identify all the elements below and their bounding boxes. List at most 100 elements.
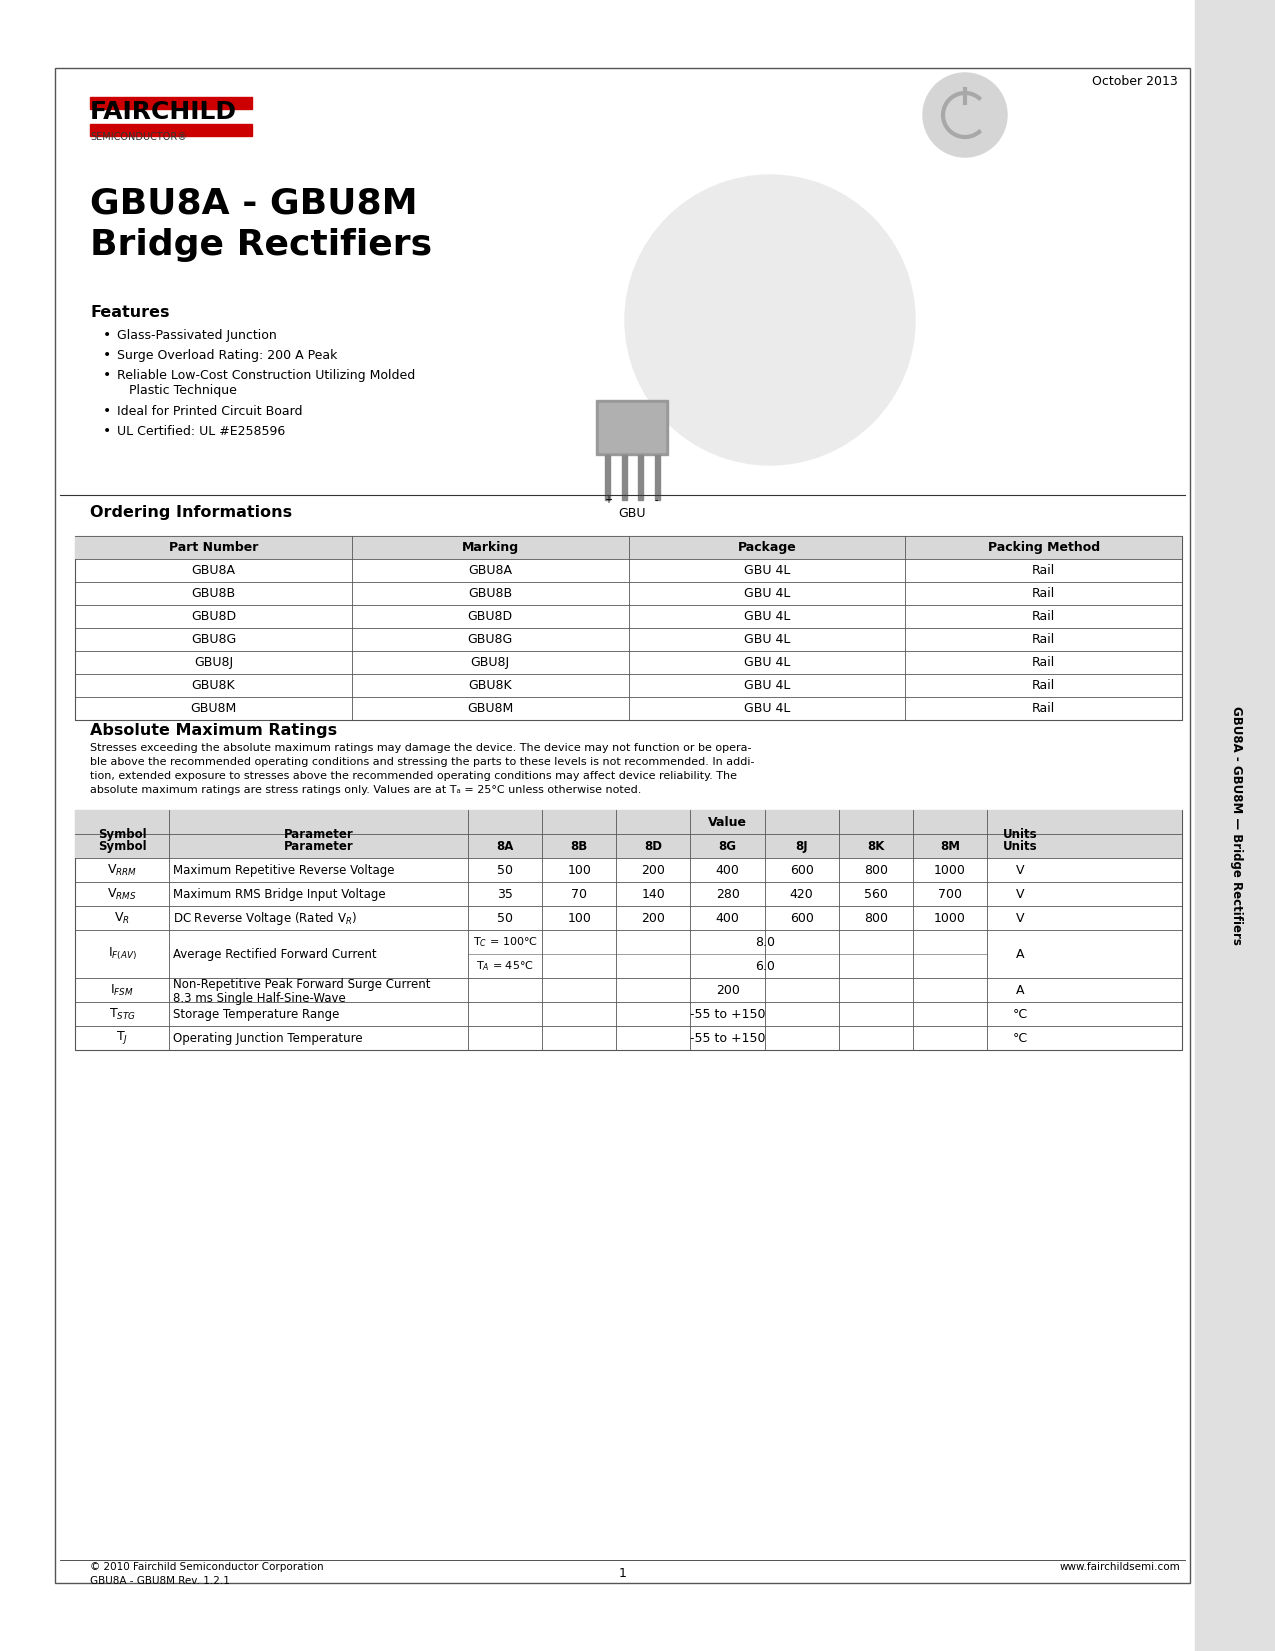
Text: GBU: GBU — [618, 507, 645, 520]
Bar — [599, 403, 666, 452]
Text: 800: 800 — [864, 863, 887, 877]
Text: GBU8A - GBU8M — Bridge Rectifiers: GBU8A - GBU8M — Bridge Rectifiers — [1230, 707, 1243, 944]
Bar — [622, 456, 627, 500]
Text: T$_{STG}$: T$_{STG}$ — [108, 1007, 135, 1022]
Text: GBU8B: GBU8B — [191, 588, 236, 599]
Text: GBU8A - GBU8M Rev. 1.2.1: GBU8A - GBU8M Rev. 1.2.1 — [91, 1577, 230, 1587]
Text: +: + — [604, 495, 612, 505]
Text: -55 to +150: -55 to +150 — [690, 1007, 765, 1020]
Text: 560: 560 — [864, 888, 887, 900]
Text: UL Certified: UL #E258596: UL Certified: UL #E258596 — [117, 424, 286, 438]
Text: 100: 100 — [567, 911, 592, 925]
Bar — [75, 811, 1182, 834]
Text: 1000: 1000 — [935, 911, 966, 925]
Text: GBU8A - GBU8M: GBU8A - GBU8M — [91, 187, 418, 220]
Text: •: • — [103, 404, 111, 418]
Text: GBU8D: GBU8D — [468, 609, 513, 622]
Bar — [91, 97, 252, 109]
Text: www.fairchildsemi.com: www.fairchildsemi.com — [1060, 1562, 1179, 1572]
Text: 8J: 8J — [796, 839, 808, 852]
Text: GBU8G: GBU8G — [191, 632, 236, 646]
Text: Maximum Repetitive Reverse Voltage: Maximum Repetitive Reverse Voltage — [173, 863, 394, 877]
Text: 8B: 8B — [571, 839, 588, 852]
Text: Average Rectified Forward Current: Average Rectified Forward Current — [173, 948, 376, 961]
Text: Symbol: Symbol — [98, 839, 147, 852]
Text: 1: 1 — [618, 1567, 626, 1580]
Text: GBU 4L: GBU 4L — [743, 588, 790, 599]
Text: A: A — [1016, 948, 1025, 961]
Text: 200: 200 — [641, 863, 666, 877]
Text: October 2013: October 2013 — [1093, 74, 1178, 88]
Text: Absolute Maximum Ratings: Absolute Maximum Ratings — [91, 723, 337, 738]
Bar — [91, 124, 252, 135]
Text: Ordering Informations: Ordering Informations — [91, 505, 292, 520]
Bar — [606, 456, 609, 500]
Text: Rail: Rail — [1031, 588, 1056, 599]
Text: Value: Value — [708, 816, 747, 829]
Text: 400: 400 — [715, 911, 740, 925]
Text: absolute maximum ratings are stress ratings only. Values are at Tₐ = 25°C unless: absolute maximum ratings are stress rati… — [91, 784, 641, 796]
Text: V$_{RRM}$: V$_{RRM}$ — [107, 862, 138, 878]
Text: 50: 50 — [497, 911, 513, 925]
Text: GBU8J: GBU8J — [194, 655, 233, 669]
Text: GBU 4L: GBU 4L — [743, 632, 790, 646]
Text: GBU8K: GBU8K — [191, 679, 235, 692]
Text: Rail: Rail — [1031, 702, 1056, 715]
Text: 280: 280 — [715, 888, 740, 900]
Text: 800: 800 — [864, 911, 887, 925]
Text: Package: Package — [737, 542, 797, 555]
Text: °C: °C — [1012, 1032, 1028, 1045]
Text: GBU8G: GBU8G — [468, 632, 513, 646]
Text: GBU 4L: GBU 4L — [743, 679, 790, 692]
Text: GBU 4L: GBU 4L — [743, 609, 790, 622]
Text: GBU 4L: GBU 4L — [743, 565, 790, 576]
Text: GBU8J: GBU8J — [470, 655, 510, 669]
Text: Plastic Technique: Plastic Technique — [117, 385, 237, 396]
Text: GBU8M: GBU8M — [467, 702, 514, 715]
Text: Bridge Rectifiers: Bridge Rectifiers — [91, 228, 432, 263]
Text: Ideal for Printed Circuit Board: Ideal for Printed Circuit Board — [117, 404, 302, 418]
Text: Glass-Passivated Junction: Glass-Passivated Junction — [117, 329, 277, 342]
Text: 400: 400 — [715, 863, 740, 877]
Text: 100: 100 — [567, 863, 592, 877]
Bar — [75, 811, 1182, 1050]
Text: Marking: Marking — [462, 542, 519, 555]
Bar — [55, 68, 1190, 1583]
Text: T$_{C}$ = 100°C: T$_{C}$ = 100°C — [473, 934, 538, 949]
Text: 8A: 8A — [496, 839, 514, 852]
Bar — [75, 834, 1182, 859]
Text: -: - — [654, 495, 658, 505]
Text: 35: 35 — [497, 888, 513, 900]
Text: Units: Units — [1003, 827, 1038, 840]
Text: 700: 700 — [938, 888, 963, 900]
Text: Symbol: Symbol — [98, 827, 147, 840]
Text: 8D: 8D — [644, 839, 663, 852]
Text: Stresses exceeding the absolute maximum ratings may damage the device. The devic: Stresses exceeding the absolute maximum … — [91, 743, 751, 753]
Text: A: A — [1016, 984, 1025, 997]
Text: GBU8A: GBU8A — [468, 565, 513, 576]
Text: •: • — [103, 348, 111, 362]
Text: Features: Features — [91, 305, 170, 320]
Text: 8K: 8K — [867, 839, 885, 852]
Text: Storage Temperature Range: Storage Temperature Range — [173, 1007, 339, 1020]
Text: Part Number: Part Number — [168, 542, 258, 555]
Text: 1000: 1000 — [935, 863, 966, 877]
Circle shape — [923, 73, 1007, 157]
Text: Non-Repetitive Peak Forward Surge Current: Non-Repetitive Peak Forward Surge Curren… — [173, 977, 431, 991]
Text: Operating Junction Temperature: Operating Junction Temperature — [173, 1032, 362, 1045]
Text: Reliable Low-Cost Construction Utilizing Molded: Reliable Low-Cost Construction Utilizing… — [117, 370, 416, 381]
Text: Rail: Rail — [1031, 565, 1056, 576]
Text: Surge Overload Rating: 200 A Peak: Surge Overload Rating: 200 A Peak — [117, 348, 338, 362]
Text: DC Reverse Voltage (Rated V$_{R}$): DC Reverse Voltage (Rated V$_{R}$) — [173, 910, 357, 926]
Bar — [638, 456, 643, 500]
Text: °C: °C — [1012, 1007, 1028, 1020]
Text: Units: Units — [1003, 839, 1038, 852]
Text: © 2010 Fairchild Semiconductor Corporation: © 2010 Fairchild Semiconductor Corporati… — [91, 1562, 324, 1572]
Text: ble above the recommended operating conditions and stressing the parts to these : ble above the recommended operating cond… — [91, 758, 755, 768]
Text: V: V — [1016, 863, 1025, 877]
Bar — [75, 537, 1182, 720]
Text: V: V — [1016, 888, 1025, 900]
Text: GBU8A: GBU8A — [191, 565, 236, 576]
Text: SEMICONDUCTOR®: SEMICONDUCTOR® — [91, 132, 187, 142]
Text: I$_{FSM}$: I$_{FSM}$ — [110, 982, 134, 997]
